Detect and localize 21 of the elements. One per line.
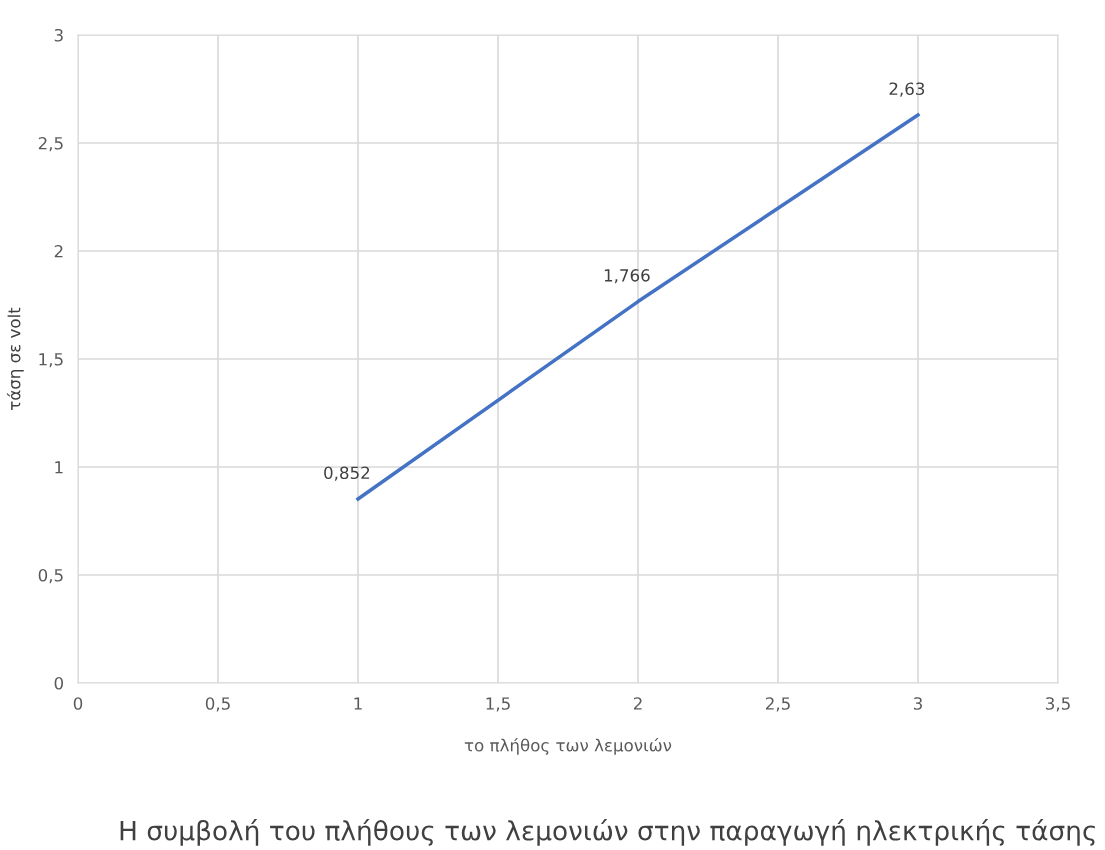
y-axis-title: τάση σε volt (6, 307, 24, 410)
text: 0,852 (324, 466, 370, 481)
y-tick-label: 3 (54, 28, 63, 42)
y-tick-label: 1 (55, 461, 63, 474)
y-tick-label: 0 (54, 676, 63, 690)
x-axis-title: το πλήθος των λεμονιών (464, 738, 672, 755)
x-tick-label: 2,5 (765, 697, 790, 712)
y-tick-label: 2 (54, 244, 63, 258)
text: Η συμβολή του πλήθους των λεμονιών στην παραγωγή ηλεκτρικής τάσης (120, 819, 1095, 846)
y-tick-label: 2,5 (38, 136, 63, 152)
y-tick-label: 1,5 (39, 353, 63, 368)
text: 1,766 (604, 269, 650, 284)
x-tick-label: 0,5 (205, 697, 230, 712)
x-tick-label: 1,5 (486, 697, 510, 712)
x-tick-label: 2 (633, 697, 642, 710)
x-tick-label: 0 (73, 697, 83, 710)
y-tick-label: 0,5 (38, 568, 63, 584)
x-tick-label: 3 (913, 697, 922, 710)
x-tick-label: 1 (354, 697, 362, 710)
x-tick-label: 3,5 (1046, 697, 1070, 712)
text: 2,63 (889, 82, 925, 97)
